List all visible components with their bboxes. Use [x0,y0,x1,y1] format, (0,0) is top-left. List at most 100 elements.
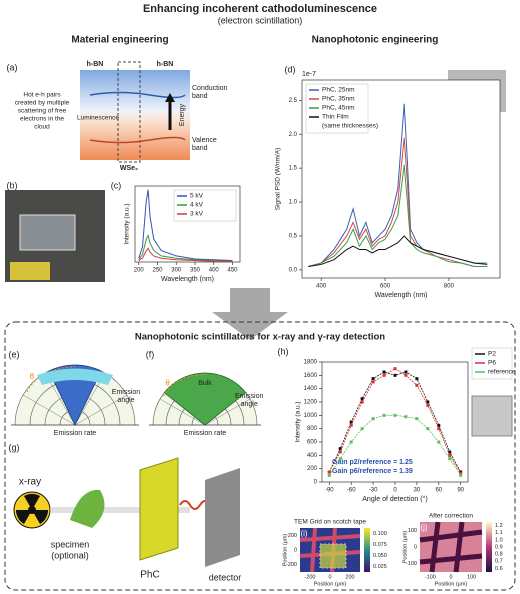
y-tick-label: 0 [314,480,318,486]
y-axis-label: Position (μm) [282,534,288,567]
flow-arrow [212,288,288,340]
panel-label: (e) [9,349,20,359]
y-tick-label: 600 [307,440,318,446]
y-tick-label: 100 [408,528,417,534]
conduction-band [89,91,186,99]
axis-label: Emission [235,393,264,400]
y-tick-label: 1000 [304,413,318,419]
emission-lobe [163,372,247,426]
y-tick-label: 2.5 [289,98,298,104]
theta-label: θ [30,372,35,381]
note: Hot e-h pairs [23,92,61,99]
band-label: band [192,145,208,152]
x-axis-label: Position (μm) [435,581,468,587]
legend-label: PhC, 25nm [322,87,355,94]
marker [437,423,441,427]
colorbar-label: 1.1 [495,530,503,536]
plot-frame [321,361,469,483]
y-tick-label: 200 [307,466,318,472]
x-tick-label: -100 [425,574,436,580]
marker [360,427,364,431]
axis-label: Energy [179,103,186,126]
y-axis-label: Signal PSD (W/nm/A) [275,148,282,211]
axis-label: Emission rate [184,430,227,437]
x-tick-label: 800 [444,284,455,290]
note: cloud [34,124,50,131]
y-tick-label: 1800 [304,360,318,366]
note: created by multiple [15,100,70,107]
x-tick-label: 250 [152,268,163,274]
y-tick-label: 0 [294,547,297,553]
y-tick-label: 800 [307,426,318,432]
marker [338,457,342,461]
valence-band [89,136,186,144]
marker [327,473,331,477]
marker [426,427,430,431]
marker [404,370,408,374]
marker [382,373,386,377]
legend-label: P2 [488,351,496,358]
marker [338,447,342,451]
marker [448,450,452,454]
title: Enhancing incoherent cathodoluminescence [143,3,377,15]
y-axis-label: Intensity (a.u.) [295,401,302,442]
detector-plate [205,468,240,567]
x-tick-label: 30 [414,488,421,494]
band-label: Conduction [192,85,228,92]
x-axis-label: Wavelength (nm) [161,276,214,283]
marker [360,400,364,404]
heatmap-title: TEM Grid on scotch tape [294,519,366,526]
structure-label: Bulk [198,380,212,387]
colorbar-i [364,528,370,572]
subtitle: (electron scintillation) [218,15,303,25]
energy-arrowhead [165,93,175,102]
phc-plate [139,457,179,561]
phc-cap [37,368,113,385]
x-axis-label: Wavelength (nm) [374,292,427,299]
polar-ray [22,394,76,426]
x-tick-label: 300 [171,268,182,274]
legend-note: (same thicknesses) [322,123,378,130]
marker [349,423,353,427]
y-axis-label: Intensity (a.u.) [124,203,131,244]
marker [448,457,452,461]
polar-ray [159,398,206,426]
marker [426,403,430,407]
panel-label: (b) [7,180,18,190]
x-tick-label: 400 [316,284,327,290]
series-line [308,164,488,267]
legend-label: 3 kV [190,211,204,218]
radiation-blades [15,493,49,524]
heatmap-j-grid [419,521,483,573]
specimen-label: specimen [51,539,90,549]
x-tick-label: 600 [380,284,391,290]
legend-label: PhC, 45nm [322,105,355,112]
y-tick-label: 0.0 [289,267,298,273]
heatmap-title: After correction [429,513,473,520]
marker [437,440,441,444]
panel-label: (d) [285,64,296,74]
panel-label: (f) [146,349,155,359]
marker [349,440,353,444]
series-line [138,247,233,262]
layer-label: h-BN [157,61,174,68]
marker [459,471,463,475]
x-axis-label: Angle of detection (°) [362,495,427,503]
y-tick-label: 0 [414,544,417,550]
y-tick-label: 400 [307,453,318,459]
y-tick-label: 2.0 [289,132,298,138]
legend-box [173,189,237,222]
colorbar-label: 0.025 [373,564,387,570]
marker [371,417,375,421]
marker [371,380,375,384]
x-tick-label: -60 [347,488,356,494]
x-tick-label: -200 [304,574,315,580]
phc-label: PhC [140,570,159,581]
marker [393,413,397,417]
x-tick-label: 100 [467,574,476,580]
note: scattering of free [18,108,67,115]
x-tick-label: 0 [328,574,331,580]
series-line [308,137,488,267]
detector-label: detector [209,572,242,582]
x-tick-label: 350 [190,268,201,274]
